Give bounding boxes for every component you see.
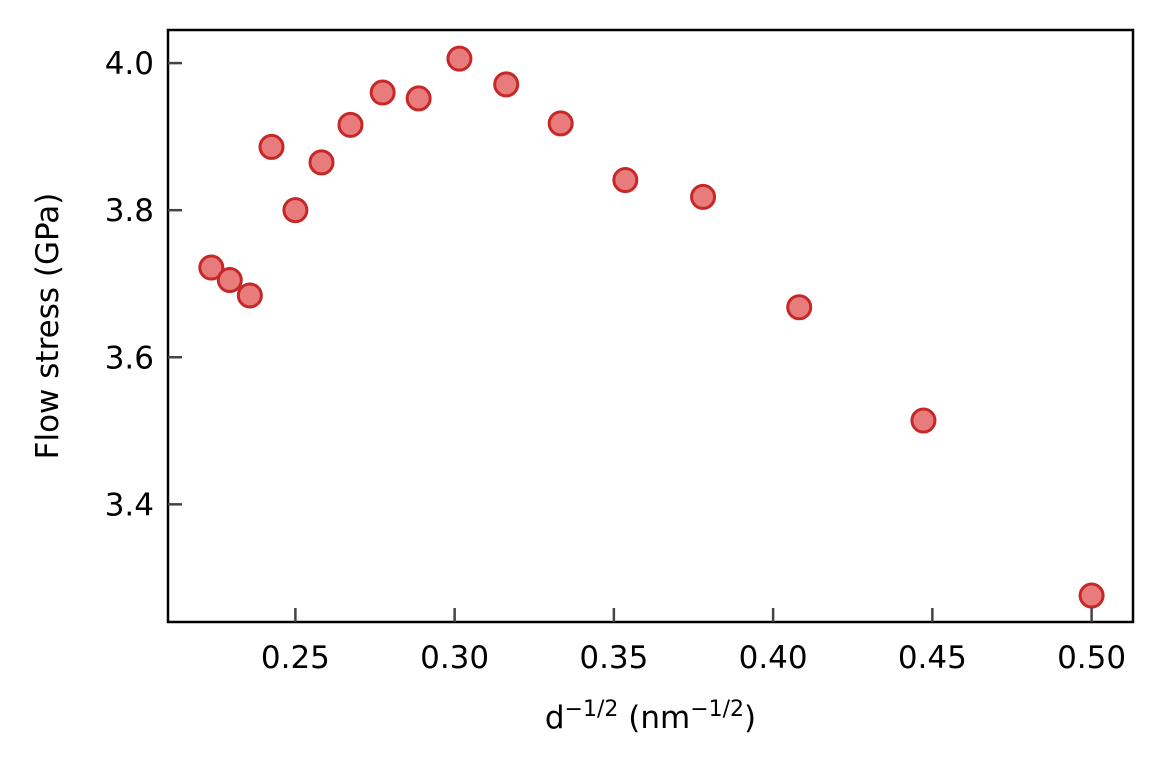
x-axis-ticks: 0.25 0.30 0.35 0.40 0.45 0.50	[261, 608, 1126, 676]
data-point	[547, 110, 574, 137]
plot-frame	[166, 28, 1135, 624]
x-axis-label: d−1/2 (nm−1/2)	[545, 697, 756, 736]
y-tick-label: 3.6	[105, 340, 154, 376]
data-point	[337, 111, 364, 138]
y-tick-label: 4.0	[105, 46, 154, 82]
x-axis-label-unit-exp: −1/2	[690, 697, 744, 722]
x-tick-label: 0.25	[261, 640, 330, 676]
x-tick-label: 0.40	[739, 640, 808, 676]
data-point	[690, 183, 717, 210]
data-point	[786, 294, 813, 321]
data-point	[405, 85, 432, 112]
data-point	[282, 197, 309, 224]
data-point	[446, 45, 473, 72]
data-point	[612, 167, 639, 194]
y-axis-ticks: 3.4 3.6 3.8 4.0	[105, 46, 182, 523]
x-tick-label: 0.50	[1057, 640, 1126, 676]
data-point	[369, 79, 396, 106]
x-axis-label-unit-open: (nm	[618, 700, 690, 736]
data-point	[216, 267, 243, 294]
data-point	[308, 149, 335, 176]
y-tick-label: 3.4	[105, 487, 154, 523]
data-point	[1078, 582, 1105, 609]
data-point	[258, 133, 285, 160]
x-axis-label-unit-close: )	[744, 700, 756, 736]
y-axis-label: Flow stress (GPa)	[30, 193, 66, 460]
x-tick-label: 0.35	[579, 640, 648, 676]
x-axis-label-exp: −1/2	[565, 697, 619, 722]
x-axis-label-base: d	[545, 700, 565, 736]
data-points	[198, 45, 1105, 609]
x-tick-label: 0.30	[420, 640, 489, 676]
data-point	[493, 71, 520, 98]
x-tick-label: 0.45	[898, 640, 967, 676]
data-point	[910, 407, 937, 434]
data-point	[236, 282, 263, 309]
data-point	[198, 254, 225, 281]
y-tick-label: 3.8	[105, 193, 154, 229]
